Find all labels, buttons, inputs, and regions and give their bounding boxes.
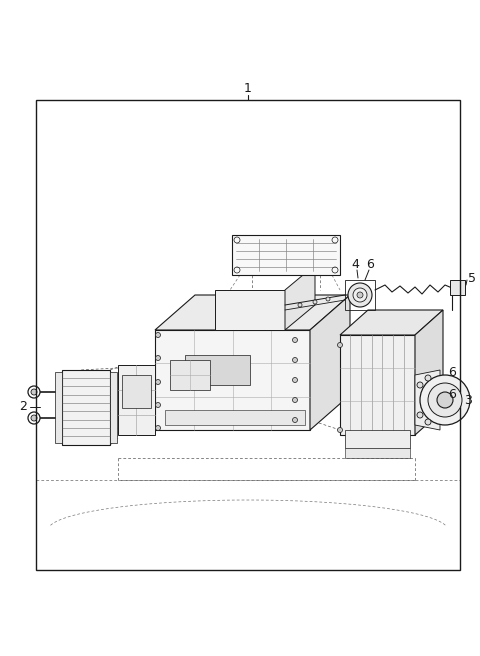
Text: 1: 1 xyxy=(244,81,252,94)
Circle shape xyxy=(156,356,160,361)
Circle shape xyxy=(326,297,330,301)
Circle shape xyxy=(28,412,40,424)
Polygon shape xyxy=(62,370,110,445)
Text: 6: 6 xyxy=(448,388,456,401)
Circle shape xyxy=(31,389,37,395)
Circle shape xyxy=(292,398,298,403)
Circle shape xyxy=(156,426,160,430)
Polygon shape xyxy=(310,295,350,430)
Circle shape xyxy=(156,380,160,384)
Polygon shape xyxy=(155,330,310,430)
Polygon shape xyxy=(415,370,440,430)
Polygon shape xyxy=(345,448,410,458)
Circle shape xyxy=(417,382,423,388)
Circle shape xyxy=(292,417,298,422)
Text: 5: 5 xyxy=(468,272,476,285)
Circle shape xyxy=(425,419,431,425)
Circle shape xyxy=(417,412,423,418)
Circle shape xyxy=(425,375,431,381)
Circle shape xyxy=(420,375,470,425)
Circle shape xyxy=(156,403,160,407)
Polygon shape xyxy=(170,360,210,390)
Polygon shape xyxy=(415,310,443,435)
Polygon shape xyxy=(285,265,315,330)
Circle shape xyxy=(357,292,363,298)
Circle shape xyxy=(437,392,453,408)
Polygon shape xyxy=(450,280,465,295)
Circle shape xyxy=(337,428,343,432)
Circle shape xyxy=(298,303,302,307)
Text: 6: 6 xyxy=(448,365,456,379)
Polygon shape xyxy=(340,335,415,435)
Circle shape xyxy=(156,333,160,337)
Polygon shape xyxy=(340,310,443,335)
Bar xyxy=(36,100,460,570)
Circle shape xyxy=(292,337,298,342)
Text: 4: 4 xyxy=(351,258,359,272)
Circle shape xyxy=(292,377,298,382)
Text: 3: 3 xyxy=(464,394,472,407)
Polygon shape xyxy=(155,295,350,330)
Polygon shape xyxy=(232,235,340,275)
Circle shape xyxy=(31,415,37,421)
Polygon shape xyxy=(118,365,155,435)
Polygon shape xyxy=(55,372,62,443)
Circle shape xyxy=(353,288,367,302)
Circle shape xyxy=(428,383,462,417)
Circle shape xyxy=(337,342,343,348)
Circle shape xyxy=(348,283,372,307)
Polygon shape xyxy=(110,372,117,443)
Text: 2: 2 xyxy=(19,401,27,413)
Polygon shape xyxy=(185,355,250,385)
Circle shape xyxy=(313,300,317,304)
Circle shape xyxy=(28,386,40,398)
Polygon shape xyxy=(122,375,151,408)
Polygon shape xyxy=(345,430,410,448)
Text: 6: 6 xyxy=(366,258,374,272)
Circle shape xyxy=(292,358,298,363)
Polygon shape xyxy=(165,410,305,425)
Polygon shape xyxy=(215,290,285,330)
